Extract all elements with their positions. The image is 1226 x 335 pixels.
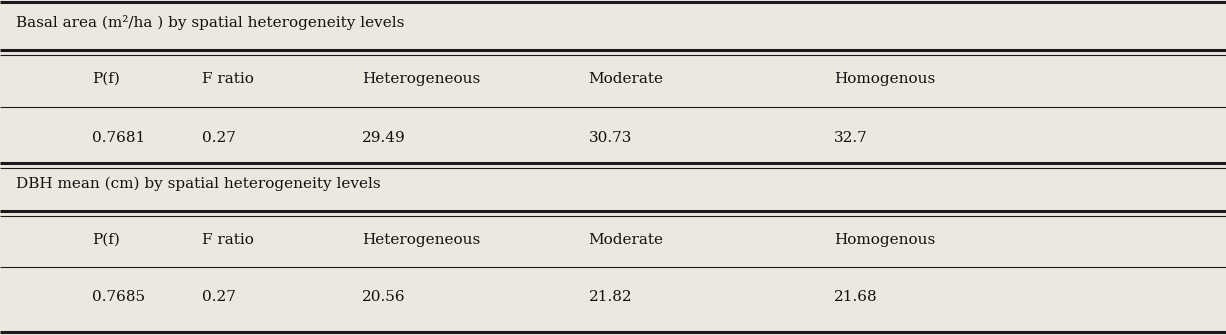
Text: 30.73: 30.73 (588, 131, 631, 145)
Text: Heterogeneous: Heterogeneous (362, 72, 479, 86)
Text: Moderate: Moderate (588, 233, 663, 247)
Text: F ratio: F ratio (202, 233, 254, 247)
Text: 0.7685: 0.7685 (92, 290, 145, 304)
Text: Heterogeneous: Heterogeneous (362, 233, 479, 247)
Text: P(f): P(f) (92, 233, 120, 247)
Text: 0.7681: 0.7681 (92, 131, 145, 145)
Text: 20.56: 20.56 (362, 290, 406, 304)
Text: 0.27: 0.27 (202, 131, 237, 145)
Text: 0.27: 0.27 (202, 290, 237, 304)
Text: 21.68: 21.68 (834, 290, 878, 304)
Text: DBH mean (cm) by spatial heterogeneity levels: DBH mean (cm) by spatial heterogeneity l… (16, 177, 380, 191)
Text: 21.82: 21.82 (588, 290, 633, 304)
Text: Homogenous: Homogenous (834, 233, 935, 247)
Text: Homogenous: Homogenous (834, 72, 935, 86)
Text: F ratio: F ratio (202, 72, 254, 86)
Text: P(f): P(f) (92, 72, 120, 86)
Text: 32.7: 32.7 (834, 131, 868, 145)
Text: 29.49: 29.49 (362, 131, 406, 145)
Text: Basal area (m²/ha ) by spatial heterogeneity levels: Basal area (m²/ha ) by spatial heterogen… (16, 14, 405, 29)
Text: Moderate: Moderate (588, 72, 663, 86)
